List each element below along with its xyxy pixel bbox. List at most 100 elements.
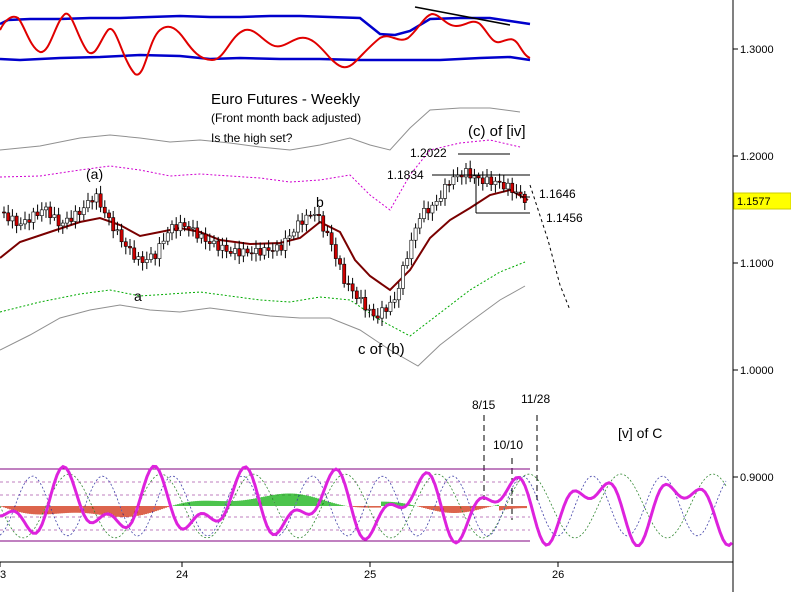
candle-body (23, 219, 27, 225)
candle-body (342, 263, 347, 284)
candle-body (203, 233, 208, 242)
wave-label-a: a (134, 288, 142, 304)
candle-body (451, 176, 456, 185)
candle-body (493, 180, 498, 185)
candle-body (144, 259, 149, 263)
candle-body (321, 215, 326, 232)
candle-body (312, 214, 317, 216)
candle-body (270, 250, 275, 252)
candlesticks (2, 160, 527, 327)
candle-body (27, 219, 32, 223)
candle-body (375, 315, 380, 319)
y-tick-label: 1.1000 (740, 258, 774, 270)
candle-body (228, 251, 233, 254)
candle-body (132, 247, 137, 260)
candle-body (60, 222, 65, 227)
candle-body (233, 248, 237, 254)
candle-body (430, 204, 435, 214)
candle-body (346, 283, 351, 285)
candle-body (161, 240, 166, 244)
candle-body (94, 193, 99, 203)
candle-body (266, 247, 271, 251)
envelope-lower (0, 261, 526, 337)
candle-body (14, 215, 19, 226)
candle-body (350, 283, 355, 292)
wave-label-v-of-c: [v] of C (618, 425, 662, 441)
candle-body (409, 239, 414, 259)
wave-label-c-of-b: c of (b) (358, 341, 405, 358)
level-label-1.1456: 1.1456 (546, 211, 583, 225)
current-price-marker: 1.1577 (733, 192, 791, 210)
price-panel: Euro Futures - Weekly (Front month back … (0, 91, 662, 441)
y-tick-label: 1.3000 (740, 44, 774, 56)
candle-body (338, 258, 342, 265)
candle-body (35, 211, 40, 216)
candle-body (388, 301, 393, 312)
candle-body (69, 217, 74, 222)
candle-body (165, 232, 170, 242)
cycle-wave-blue (0, 475, 727, 537)
candle-body (157, 243, 162, 259)
candle-body (174, 224, 179, 232)
cycle-date-8-15: 8/15 (472, 398, 496, 412)
projection-line (529, 184, 571, 311)
candle-body (359, 297, 363, 299)
candle-body (149, 253, 153, 260)
candle-body (39, 209, 44, 216)
candle-body (325, 230, 330, 234)
candle-body (115, 229, 120, 232)
candle-body (422, 208, 426, 219)
cycle-wave-green (0, 473, 727, 539)
candle-body (140, 256, 145, 263)
candle-body (405, 258, 410, 266)
candle-body (178, 222, 183, 232)
y-tick-label: 1.0000 (740, 365, 774, 377)
candle-body (354, 290, 359, 299)
x-tick-label: 24 (176, 569, 188, 581)
cycle-wave-composite (0, 464, 733, 548)
chart-subtitle: (Front month back adjusted) (211, 111, 361, 125)
x-tick-label: 25 (364, 569, 376, 581)
candle-body (367, 308, 372, 311)
current-price: 1.1577 (737, 196, 771, 208)
candle-body (195, 227, 200, 239)
candle-body (296, 220, 300, 233)
top-oscillator (0, 6, 531, 76)
candle-body (443, 184, 447, 199)
cycle-markers: 8/15 10/10 11/28 (472, 392, 550, 520)
candle-body (186, 226, 191, 230)
candle-body (237, 248, 242, 257)
candle-body (111, 217, 116, 232)
candle-body (153, 253, 158, 259)
candle-body (44, 206, 48, 211)
candle-body (447, 184, 452, 186)
candle-body (417, 218, 422, 229)
candle-body (123, 241, 128, 247)
candle-body (497, 180, 502, 183)
candle-body (77, 210, 82, 215)
candle-body (510, 182, 515, 193)
candle-body (279, 244, 284, 251)
candle-body (18, 223, 23, 226)
cycle-date-10-10: 10/10 (493, 438, 523, 452)
candle-body (396, 288, 401, 301)
wave-label-b: b (316, 194, 324, 210)
envelope-inner-upper (0, 139, 521, 211)
level-label-1.2022: 1.2022 (410, 146, 447, 160)
candle-body (2, 211, 6, 214)
candle-body (136, 256, 141, 260)
x-tick-label: 26 (552, 569, 564, 581)
candle-body (31, 211, 36, 223)
candle-body (308, 214, 313, 217)
candle-body (10, 215, 15, 222)
osc-trendline (414, 6, 511, 26)
candle-body (522, 193, 527, 203)
cycle-panel (0, 464, 733, 548)
candle-body (468, 168, 473, 179)
candle-body (506, 182, 510, 190)
candle-body (81, 207, 86, 215)
x-tick-label: 3 (0, 569, 6, 581)
candle-body (262, 247, 267, 256)
candle-body (514, 191, 519, 194)
